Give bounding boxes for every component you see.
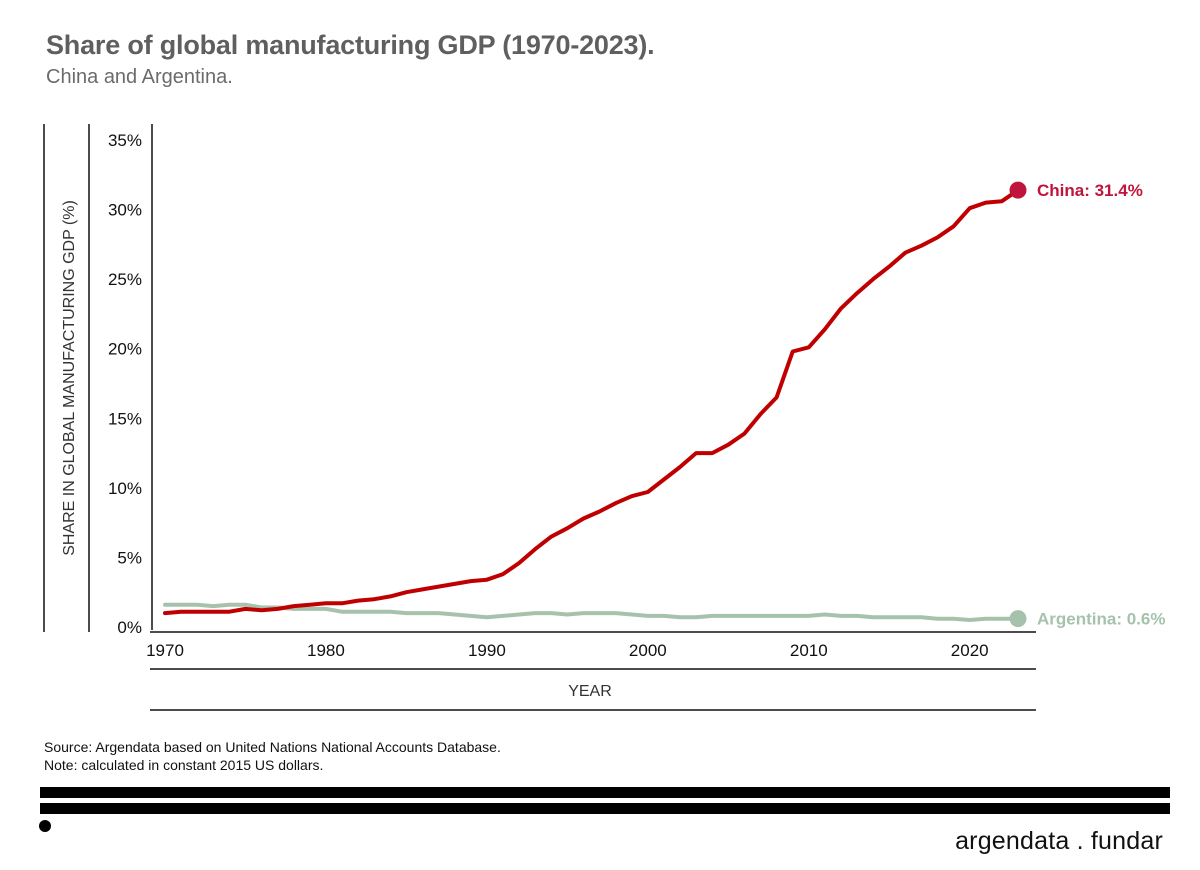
y-tick-label: 30% [108, 201, 142, 220]
x-tick-label: 2010 [790, 641, 828, 660]
x-tick-label: 2020 [951, 641, 989, 660]
y-tick-label: 10% [108, 479, 142, 498]
y-tick-label: 0% [117, 618, 142, 637]
series-layer: Argentina: 0.6% China: 31.4% [163, 181, 1165, 629]
y-tick-label: 5% [117, 548, 142, 567]
x-tick-label: 2000 [629, 641, 667, 660]
footer-bar-bottom [40, 803, 1170, 814]
footnotes: Source: Argendata based on United Nation… [44, 738, 501, 774]
y-tick-label: 15% [108, 409, 142, 428]
y-tick-label: 25% [108, 270, 142, 289]
method-note: Note: calculated in constant 2015 US dol… [44, 757, 324, 773]
footer-dot [39, 820, 51, 832]
brand-logo: argendata . fundar [955, 827, 1163, 855]
x-tick-labels: 1970 1980 1990 2000 2010 2020 [146, 641, 989, 660]
x-tick-label: 1980 [307, 641, 345, 660]
end-marker-argentina [1009, 610, 1027, 628]
end-label-china: China: 31.4% [1037, 181, 1143, 200]
y-tick-labels: 0% 5% 10% 15% 20% 25% 30% 35% [108, 131, 142, 637]
source-note: Source: Argendata based on United Nation… [44, 739, 501, 755]
end-label-argentina: Argentina: 0.6% [1037, 610, 1165, 629]
y-tick-label: 20% [108, 340, 142, 359]
end-marker-china [1009, 181, 1027, 199]
x-tick-label: 1990 [468, 641, 506, 660]
chart-title: Share of global manufacturing GDP (1970-… [46, 30, 655, 60]
x-axis-title: YEAR [568, 683, 612, 700]
x-tick-label: 1970 [146, 641, 184, 660]
series-line-china [163, 188, 1020, 616]
footer-bar-top [40, 787, 1170, 798]
y-tick-label: 35% [108, 131, 142, 150]
chart-subtitle: China and Argentina. [46, 66, 233, 88]
y-axis-title: SHARE IN GLOBAL MANUFACTURING GDP (%) [61, 200, 78, 556]
series-line-argentina [163, 602, 1020, 622]
